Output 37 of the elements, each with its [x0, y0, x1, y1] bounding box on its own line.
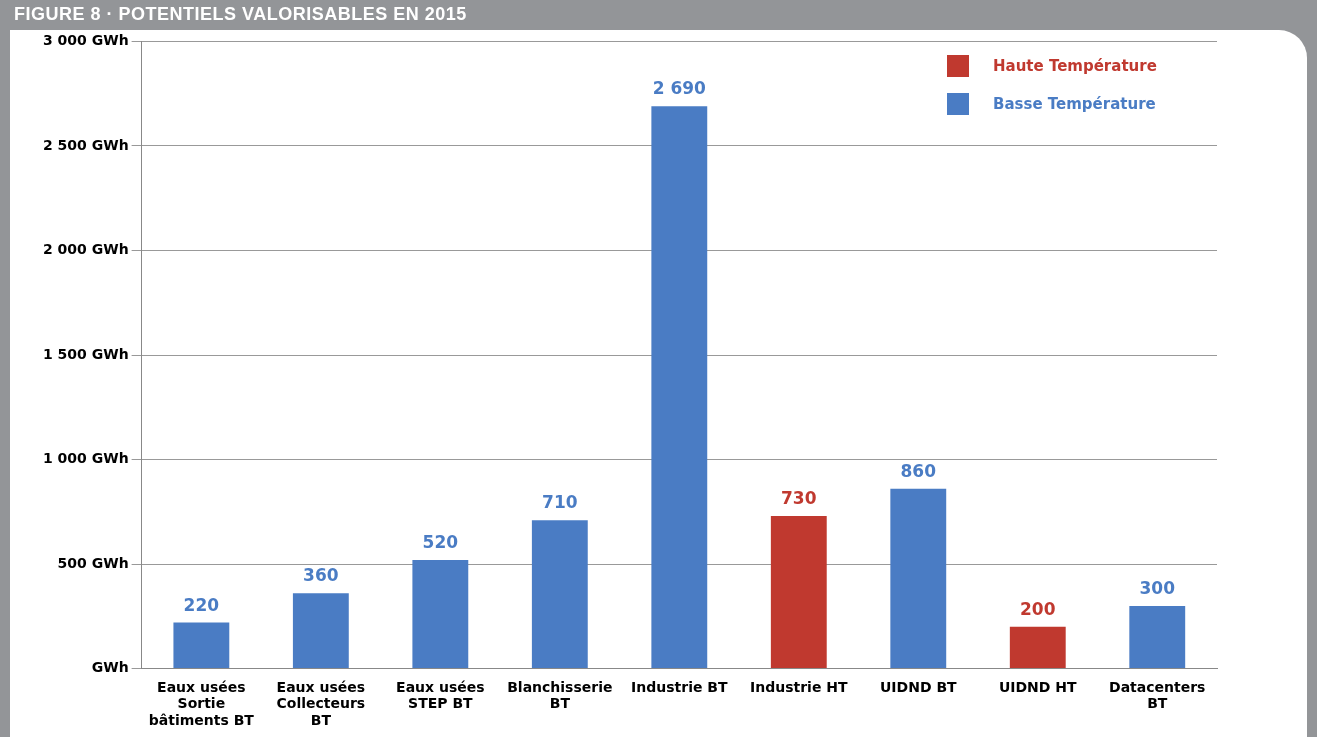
data-label: 200: [1020, 598, 1056, 619]
bar: [412, 559, 469, 669]
y-tick-label: 2 000 GWh: [42, 241, 129, 258]
bar: [770, 515, 827, 669]
data-label: 710: [542, 492, 578, 513]
y-tick-label: 1 000 GWh: [42, 450, 129, 467]
data-label: 300: [1139, 577, 1176, 598]
bar: [1009, 626, 1066, 669]
x-tick-label: Eaux usées Collecteurs BT: [276, 678, 366, 729]
data-label: 520: [422, 531, 459, 552]
legend-label: Basse Température: [993, 95, 1156, 114]
bar: [890, 488, 947, 669]
x-tick-label: Datacenters BT: [1109, 678, 1206, 712]
data-label: 2 690: [652, 78, 707, 99]
y-tick-label: GWh: [91, 659, 129, 676]
y-tick-label: 500 GWh: [57, 554, 129, 571]
data-label: 360: [303, 565, 339, 586]
chart-title: FIGURE 8 · POTENTIELS VALORISABLES EN 2015: [14, 3, 467, 26]
y-tick-label: 2 500 GWh: [42, 136, 129, 153]
data-label: 730: [781, 487, 817, 508]
bar: [173, 622, 230, 669]
x-tick-label: UIDND BT: [879, 678, 958, 695]
x-tick-label: Eaux usées Sortie bâtiments BT: [148, 678, 255, 729]
y-tick-label: 1 500 GWh: [42, 345, 129, 362]
data-label: 220: [183, 594, 220, 615]
x-tick-label: Industrie BT: [631, 678, 728, 695]
bar: [651, 106, 708, 669]
data-label: 860: [900, 460, 937, 481]
bar: [531, 520, 588, 669]
bar: [1129, 605, 1186, 669]
y-tick-label: 3 000 GWh: [42, 32, 129, 49]
bar: [292, 593, 349, 669]
x-tick-label: Blanchisserie BT: [507, 678, 613, 712]
legend-label: Haute Température: [993, 57, 1157, 76]
x-tick-label: Industrie HT: [750, 678, 849, 695]
x-tick-label: Eaux usées STEP BT: [396, 678, 485, 712]
x-tick-label: UIDND HT: [998, 678, 1078, 695]
